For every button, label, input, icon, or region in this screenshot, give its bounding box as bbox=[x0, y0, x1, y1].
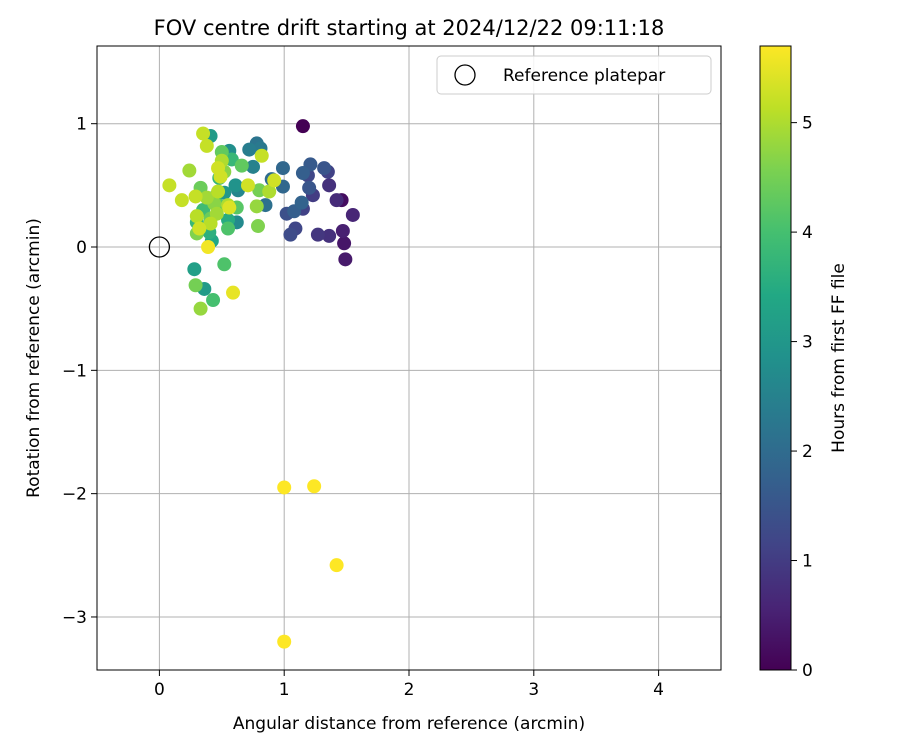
data-point bbox=[302, 180, 317, 195]
data-point bbox=[189, 209, 204, 224]
data-point bbox=[242, 142, 257, 157]
data-point bbox=[294, 195, 309, 210]
legend-label-reference-platepar: Reference platepar bbox=[503, 66, 665, 86]
data-point bbox=[217, 257, 232, 272]
y-tick-label: −2 bbox=[62, 485, 87, 505]
data-point bbox=[226, 285, 241, 300]
data-point bbox=[337, 236, 352, 251]
data-point bbox=[213, 169, 228, 184]
data-point bbox=[307, 479, 322, 494]
data-point bbox=[211, 184, 226, 199]
data-point bbox=[277, 480, 292, 495]
reference-platepar-marker bbox=[148, 236, 171, 258]
x-tick-label: 3 bbox=[528, 680, 539, 700]
colorbar bbox=[759, 45, 792, 671]
data-point bbox=[162, 178, 177, 193]
data-point bbox=[221, 221, 236, 236]
chart-title: FOV centre drift starting at 2024/12/22 … bbox=[154, 16, 665, 40]
x-tick-label: 1 bbox=[279, 680, 290, 700]
y-axis-label: Rotation from reference (arcmin) bbox=[24, 218, 44, 498]
x-tick-label: 0 bbox=[154, 680, 165, 700]
colorbar-tick-label: 1 bbox=[802, 552, 813, 572]
reference-marker-layer bbox=[148, 236, 171, 258]
data-point bbox=[196, 126, 211, 141]
data-point bbox=[188, 189, 203, 204]
y-tick-label: 1 bbox=[76, 115, 87, 135]
data-point bbox=[267, 173, 282, 188]
data-points bbox=[162, 119, 360, 649]
data-point bbox=[295, 119, 310, 134]
data-point bbox=[246, 159, 260, 174]
colorbar-tick-label: 5 bbox=[802, 114, 813, 134]
data-point bbox=[222, 200, 237, 215]
data-point bbox=[254, 148, 269, 163]
data-point bbox=[322, 228, 337, 243]
data-point bbox=[203, 216, 218, 231]
y-tick-label: −3 bbox=[62, 608, 87, 628]
data-point bbox=[199, 138, 214, 153]
data-point bbox=[275, 161, 290, 176]
grid-lines bbox=[97, 46, 721, 670]
data-point bbox=[201, 240, 216, 255]
data-point bbox=[295, 166, 310, 181]
y-tick-label: 0 bbox=[76, 238, 87, 258]
data-point bbox=[234, 158, 249, 173]
x-axis-label: Angular distance from reference (arcmin) bbox=[233, 714, 585, 734]
data-point bbox=[193, 301, 208, 316]
colorbar-tick-label: 2 bbox=[802, 442, 813, 462]
data-point bbox=[277, 634, 292, 649]
y-axis-ticks: 1 0 −1 −2 −3 bbox=[62, 115, 97, 628]
data-point bbox=[188, 278, 203, 293]
data-point bbox=[249, 199, 264, 214]
data-point bbox=[317, 161, 332, 176]
data-point bbox=[310, 227, 325, 242]
data-point bbox=[329, 193, 344, 208]
colorbar-label: Hours from first FF file bbox=[829, 263, 849, 453]
data-point bbox=[345, 207, 360, 222]
data-point bbox=[329, 558, 344, 573]
data-point bbox=[262, 184, 277, 199]
data-point bbox=[283, 227, 298, 242]
data-point bbox=[174, 193, 189, 208]
data-point bbox=[192, 221, 207, 236]
data-point bbox=[187, 262, 202, 277]
data-point bbox=[322, 178, 337, 193]
data-point bbox=[335, 223, 350, 238]
data-point bbox=[206, 293, 221, 308]
legend: Reference platepar bbox=[436, 55, 712, 95]
colorbar-tick-label: 0 bbox=[802, 661, 813, 681]
data-point bbox=[250, 219, 265, 234]
x-axis-ticks: 0 1 2 3 4 bbox=[154, 670, 664, 700]
data-point bbox=[182, 163, 197, 178]
data-point bbox=[228, 178, 243, 193]
data-point bbox=[338, 252, 353, 267]
colorbar-ticks: 0 1 2 3 4 5 bbox=[791, 114, 813, 681]
legend-box bbox=[436, 55, 712, 95]
data-point bbox=[199, 190, 214, 205]
colorbar-tick-label: 3 bbox=[802, 333, 813, 353]
colorbar-tick-label: 4 bbox=[802, 223, 813, 243]
data-point bbox=[241, 178, 256, 193]
x-tick-label: 4 bbox=[653, 680, 664, 700]
y-tick-label: −1 bbox=[62, 361, 87, 381]
legend-open-circle-icon bbox=[454, 64, 476, 86]
x-tick-label: 2 bbox=[404, 680, 415, 700]
